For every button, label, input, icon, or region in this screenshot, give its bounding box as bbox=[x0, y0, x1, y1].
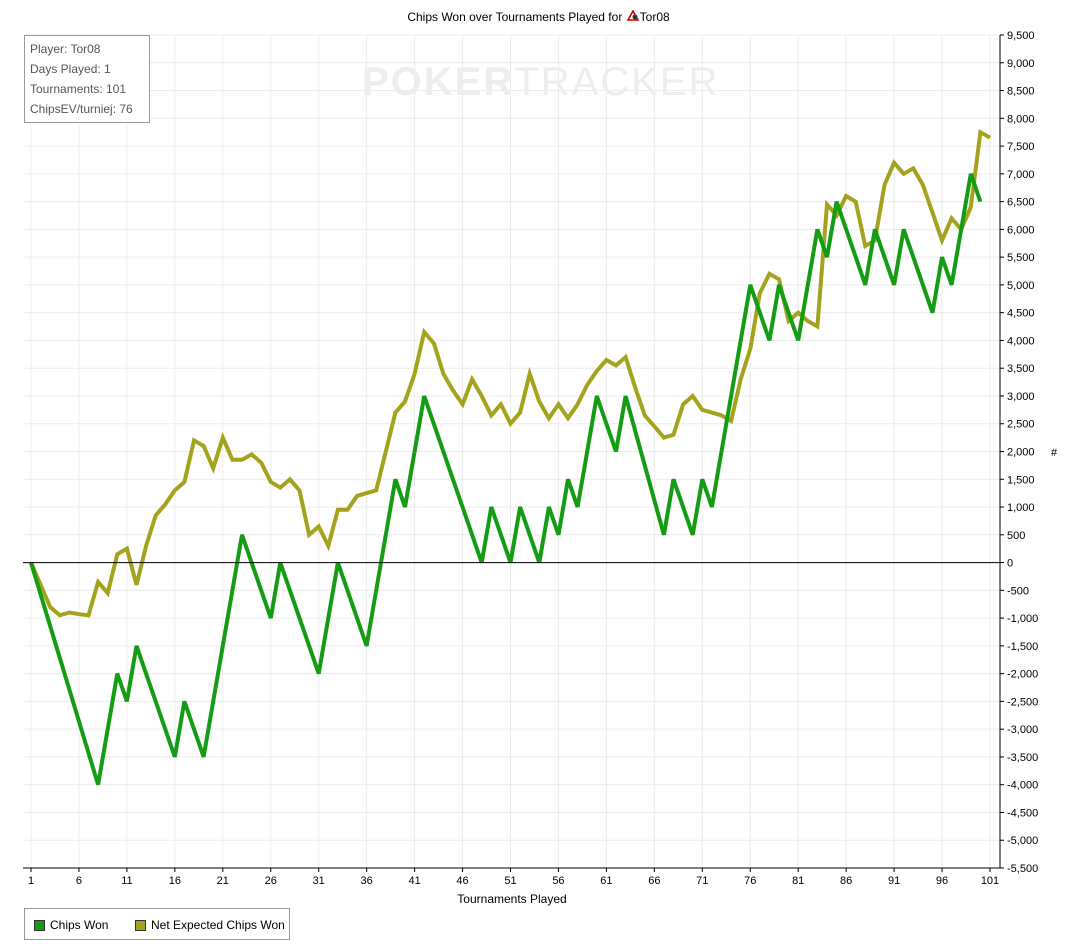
x-tick-label: 76 bbox=[744, 875, 756, 887]
y-tick-label: -500 bbox=[1007, 585, 1029, 597]
y-tick-label: 1,000 bbox=[1007, 502, 1035, 514]
y-tick-label: 2,000 bbox=[1007, 447, 1035, 459]
y-tick-label: 8,500 bbox=[1007, 86, 1035, 98]
legend-item-chips-won: Chips Won bbox=[34, 918, 108, 932]
legend-item-expected: Net Expected Chips Won bbox=[135, 918, 285, 932]
stats-chips-ev: ChipsEV/turniej: 76 bbox=[30, 102, 133, 116]
x-tick-label: 51 bbox=[504, 875, 516, 887]
y-tick-label: 3,000 bbox=[1007, 391, 1035, 403]
x-tick-label: 26 bbox=[265, 875, 277, 887]
x-tick-label: 101 bbox=[981, 875, 999, 887]
x-tick-label: 16 bbox=[169, 875, 181, 887]
x-axis-label: Tournaments Played bbox=[457, 892, 566, 906]
stats-tournaments: Tournaments: 101 bbox=[30, 82, 127, 96]
chips-won-line bbox=[29, 173, 983, 786]
y-tick-label: -4,500 bbox=[1007, 807, 1038, 819]
x-tick-label: 56 bbox=[552, 875, 564, 887]
x-tick-label: 41 bbox=[408, 875, 420, 887]
pokerstars-icon bbox=[626, 9, 640, 21]
chart-title-player: Tor08 bbox=[639, 10, 670, 24]
legend-label-expected: Net Expected Chips Won bbox=[151, 918, 285, 932]
y-tick-label: 7,500 bbox=[1007, 141, 1035, 153]
x-tick-label: 96 bbox=[936, 875, 948, 887]
x-tick-label: 46 bbox=[456, 875, 468, 887]
y-tick-label: -2,500 bbox=[1007, 696, 1038, 708]
chart-title: Chips Won over Tournaments Played for To… bbox=[0, 9, 1077, 24]
y-tick-label: 2,500 bbox=[1007, 419, 1035, 431]
y-tick-label: 4,500 bbox=[1007, 308, 1035, 320]
x-tick-label: 71 bbox=[696, 875, 708, 887]
x-tick-label: 11 bbox=[121, 875, 132, 887]
y-tick-label: -5,000 bbox=[1007, 835, 1038, 847]
x-tick-label: 86 bbox=[840, 875, 852, 887]
x-tick-label: 91 bbox=[888, 875, 900, 887]
x-tick-label: 1 bbox=[28, 875, 34, 887]
x-tick-label: 36 bbox=[361, 875, 373, 887]
watermark-part1: POKER bbox=[362, 60, 515, 104]
y-tick-label: 1,500 bbox=[1007, 474, 1035, 486]
y-tick-label: 5,500 bbox=[1007, 252, 1035, 264]
y-tick-label: -5,500 bbox=[1007, 863, 1038, 875]
legend-swatch-expected bbox=[135, 919, 146, 931]
y-tick-label: 4,000 bbox=[1007, 335, 1035, 347]
x-tick-label: 31 bbox=[313, 875, 325, 887]
chart-grid bbox=[23, 34, 1000, 869]
chart-ticks: -5,500 -5,000 -4,500 -4,000 -3,500 -3,000 -2,5… bbox=[28, 30, 1038, 887]
y-tick-label: 7,000 bbox=[1007, 169, 1035, 181]
pokertracker-watermark: POKERTRACKER bbox=[362, 60, 719, 105]
y-tick-label: 5,000 bbox=[1007, 280, 1035, 292]
stats-box: Player: Tor08 Days Played: 1 Tournaments… bbox=[24, 35, 150, 123]
y-tick-label: -1,000 bbox=[1007, 613, 1038, 625]
chart-legend: Chips Won Net Expected Chips Won bbox=[24, 908, 290, 940]
stats-player: Player: Tor08 bbox=[30, 42, 101, 56]
chart-title-text: Chips Won over Tournaments Played for bbox=[407, 10, 623, 24]
watermark-part2: TRACKER bbox=[514, 60, 720, 104]
legend-swatch-chips-won bbox=[34, 919, 45, 931]
y-tick-label: 8,000 bbox=[1007, 113, 1035, 125]
y-tick-label: 3,500 bbox=[1007, 363, 1035, 375]
chart-series-group bbox=[29, 128, 991, 786]
y-tick-label: 6,000 bbox=[1007, 224, 1035, 236]
x-tick-label: 6 bbox=[76, 875, 82, 887]
y-tick-label: -2,000 bbox=[1007, 669, 1038, 681]
legend-label-chips-won: Chips Won bbox=[50, 918, 109, 932]
y-tick-label: -4,000 bbox=[1007, 780, 1038, 792]
y-tick-label: -3,500 bbox=[1007, 752, 1038, 764]
expected-chips-line bbox=[29, 128, 991, 618]
x-tick-label: 66 bbox=[648, 875, 660, 887]
y-tick-label: 6,500 bbox=[1007, 197, 1035, 209]
y-tick-label: 9,500 bbox=[1007, 30, 1035, 42]
x-tick-label: 21 bbox=[217, 875, 229, 887]
y-tick-label: -1,500 bbox=[1007, 641, 1038, 653]
y-tick-label: 9,000 bbox=[1007, 58, 1035, 70]
y-tick-label: -3,000 bbox=[1007, 724, 1038, 736]
x-tick-label: 81 bbox=[792, 875, 804, 887]
y-tick-label: 0 bbox=[1007, 558, 1013, 570]
y-axis-label: # bbox=[1051, 447, 1058, 459]
y-tick-label: 500 bbox=[1007, 530, 1025, 542]
x-tick-label: 61 bbox=[600, 875, 612, 887]
stats-days-played: Days Played: 1 bbox=[30, 62, 111, 76]
